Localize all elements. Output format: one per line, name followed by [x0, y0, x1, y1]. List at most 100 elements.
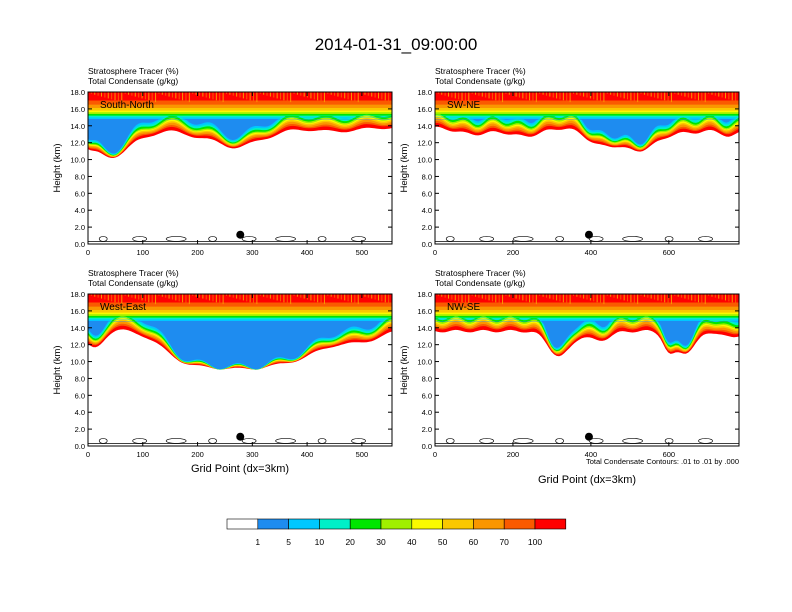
colorbar-label: 5	[286, 537, 291, 547]
panel-sw-ne: 0.0 2.0 4.0 6.0 8.0 10.0 12.0 14.0 16.0 18.0 0 200 4…	[399, 66, 740, 257]
y-axis-label: Height (km)	[399, 345, 410, 394]
colorbar-label: 40	[407, 537, 417, 547]
x-tick-label: 400	[585, 450, 598, 459]
condensate-contour	[132, 438, 148, 444]
y-tick-label: 8.0	[75, 374, 85, 383]
colorbar-swatch	[534, 518, 567, 530]
y-tick-label: 16.0	[70, 105, 85, 114]
x-tick-label: 0	[433, 248, 437, 257]
y-tick-label: 10.0	[70, 358, 85, 367]
location-dot	[236, 432, 245, 441]
y-tick-label: 16.0	[417, 307, 432, 316]
x-tick-label: 400	[301, 450, 314, 459]
condensate-contour	[317, 236, 327, 242]
y-tick-label: 12.0	[70, 341, 85, 350]
y-tick-label: 8.0	[422, 172, 432, 181]
plot-area	[435, 92, 739, 242]
y-tick-label: 12.0	[70, 139, 85, 148]
condensate-contour	[132, 236, 148, 242]
x-tick-label: 0	[86, 450, 90, 459]
y-tick-label: 18.0	[70, 88, 85, 97]
colorbar-swatch	[349, 518, 382, 530]
x-tick-label: 300	[246, 450, 259, 459]
x-tick-label: 400	[585, 248, 598, 257]
x-tick-label: 100	[137, 248, 150, 257]
y-tick-label: 8.0	[75, 172, 85, 181]
x-tick-label: 500	[356, 248, 369, 257]
y-tick-label: 2.0	[422, 223, 432, 232]
plot-area	[88, 294, 392, 444]
panel-south-north: 0.0 2.0 4.0 6.0 8.0 10.0 12.0 14.0 16.0 18.0 0 100 2…	[52, 66, 393, 257]
y-tick-label: 4.0	[75, 408, 85, 417]
y-axis-label: Height (km)	[399, 143, 410, 192]
condensate-contour	[98, 438, 108, 444]
tracer-band-level-1	[88, 321, 392, 370]
panel-header-line2: Total Condensate (g/kg)	[435, 278, 525, 288]
x-tick-label: 200	[191, 450, 204, 459]
panels: 0.0 2.0 4.0 6.0 8.0 10.0 12.0 14.0 16.0 18.0 0 100 2…	[52, 66, 740, 459]
panel-header-line2: Total Condensate (g/kg)	[435, 76, 525, 86]
y-tick-label: 2.0	[75, 223, 85, 232]
y-tick-label: 16.0	[70, 307, 85, 316]
condensate-contour	[698, 438, 713, 444]
panel-header-line2: Total Condensate (g/kg)	[88, 76, 178, 86]
colorbar-swatch	[473, 518, 505, 530]
condensate-contour	[351, 438, 366, 444]
x-tick-label: 0	[86, 248, 90, 257]
y-tick-label: 2.0	[75, 425, 85, 434]
panel-header-line1: Stratosphere Tracer (%)	[88, 268, 179, 278]
condensate-contour	[555, 438, 564, 444]
y-axis-label: Height (km)	[52, 345, 63, 394]
colorbar-swatch	[319, 518, 351, 530]
y-tick-label: 14.0	[417, 324, 432, 333]
condensate-contour	[445, 236, 455, 242]
x-tick-label: 200	[507, 248, 520, 257]
condensate-contour	[165, 236, 187, 242]
plot-area	[435, 294, 739, 444]
condensate-contour	[275, 438, 296, 444]
y-tick-label: 4.0	[422, 408, 432, 417]
condensate-contour	[241, 236, 257, 242]
y-tick-label: 6.0	[75, 391, 85, 400]
location-dot	[584, 230, 593, 239]
y-tick-label: 2.0	[422, 425, 432, 434]
cross-section-label: NW-SE	[447, 302, 480, 313]
panel-frame	[434, 293, 740, 447]
condensate-contour	[208, 236, 217, 242]
condensate-contour	[622, 438, 643, 444]
y-tick-label: 4.0	[75, 206, 85, 215]
y-axis-label: Height (km)	[52, 143, 63, 192]
panel-header-line1: Stratosphere Tracer (%)	[435, 66, 526, 76]
y-tick-label: 16.0	[417, 105, 432, 114]
colorbar-swatch	[380, 518, 413, 530]
y-tick-label: 12.0	[417, 341, 432, 350]
y-tick-label: 14.0	[417, 122, 432, 131]
condensate-contour	[479, 236, 495, 242]
panel-frame	[87, 293, 393, 447]
y-tick-label: 12.0	[417, 139, 432, 148]
colorbar-swatch	[411, 518, 443, 530]
contour-note: Total Condensate Contours: .01 to .01 by…	[586, 457, 739, 466]
condensate-contour	[351, 236, 366, 242]
y-tick-label: 10.0	[70, 156, 85, 165]
x-tick-label: 100	[137, 450, 150, 459]
tracer-band-level-1	[88, 119, 392, 154]
y-tick-label: 10.0	[417, 156, 432, 165]
condensate-contour	[698, 236, 713, 242]
colorbar-label: 30	[376, 537, 386, 547]
y-tick-label: 0.0	[422, 442, 432, 451]
condensate-contour	[479, 438, 495, 444]
y-tick-label: 6.0	[422, 189, 432, 198]
colorbar: 1 5 10 20 30 40 50 60 70 100	[226, 518, 567, 547]
panel-frame	[87, 91, 393, 245]
panel-header-line1: Stratosphere Tracer (%)	[435, 268, 526, 278]
panel-west-east: 0.0 2.0 4.0 6.0 8.0 10.0 12.0 14.0 16.0 18.0 0 100 2…	[52, 268, 393, 459]
colorbar-label: 100	[528, 537, 542, 547]
colorbar-label: 60	[469, 537, 479, 547]
x-tick-label: 400	[301, 248, 314, 257]
x-tick-label: 600	[663, 248, 676, 257]
y-tick-label: 0.0	[75, 442, 85, 451]
y-tick-label: 18.0	[417, 88, 432, 97]
y-tick-label: 6.0	[75, 189, 85, 198]
